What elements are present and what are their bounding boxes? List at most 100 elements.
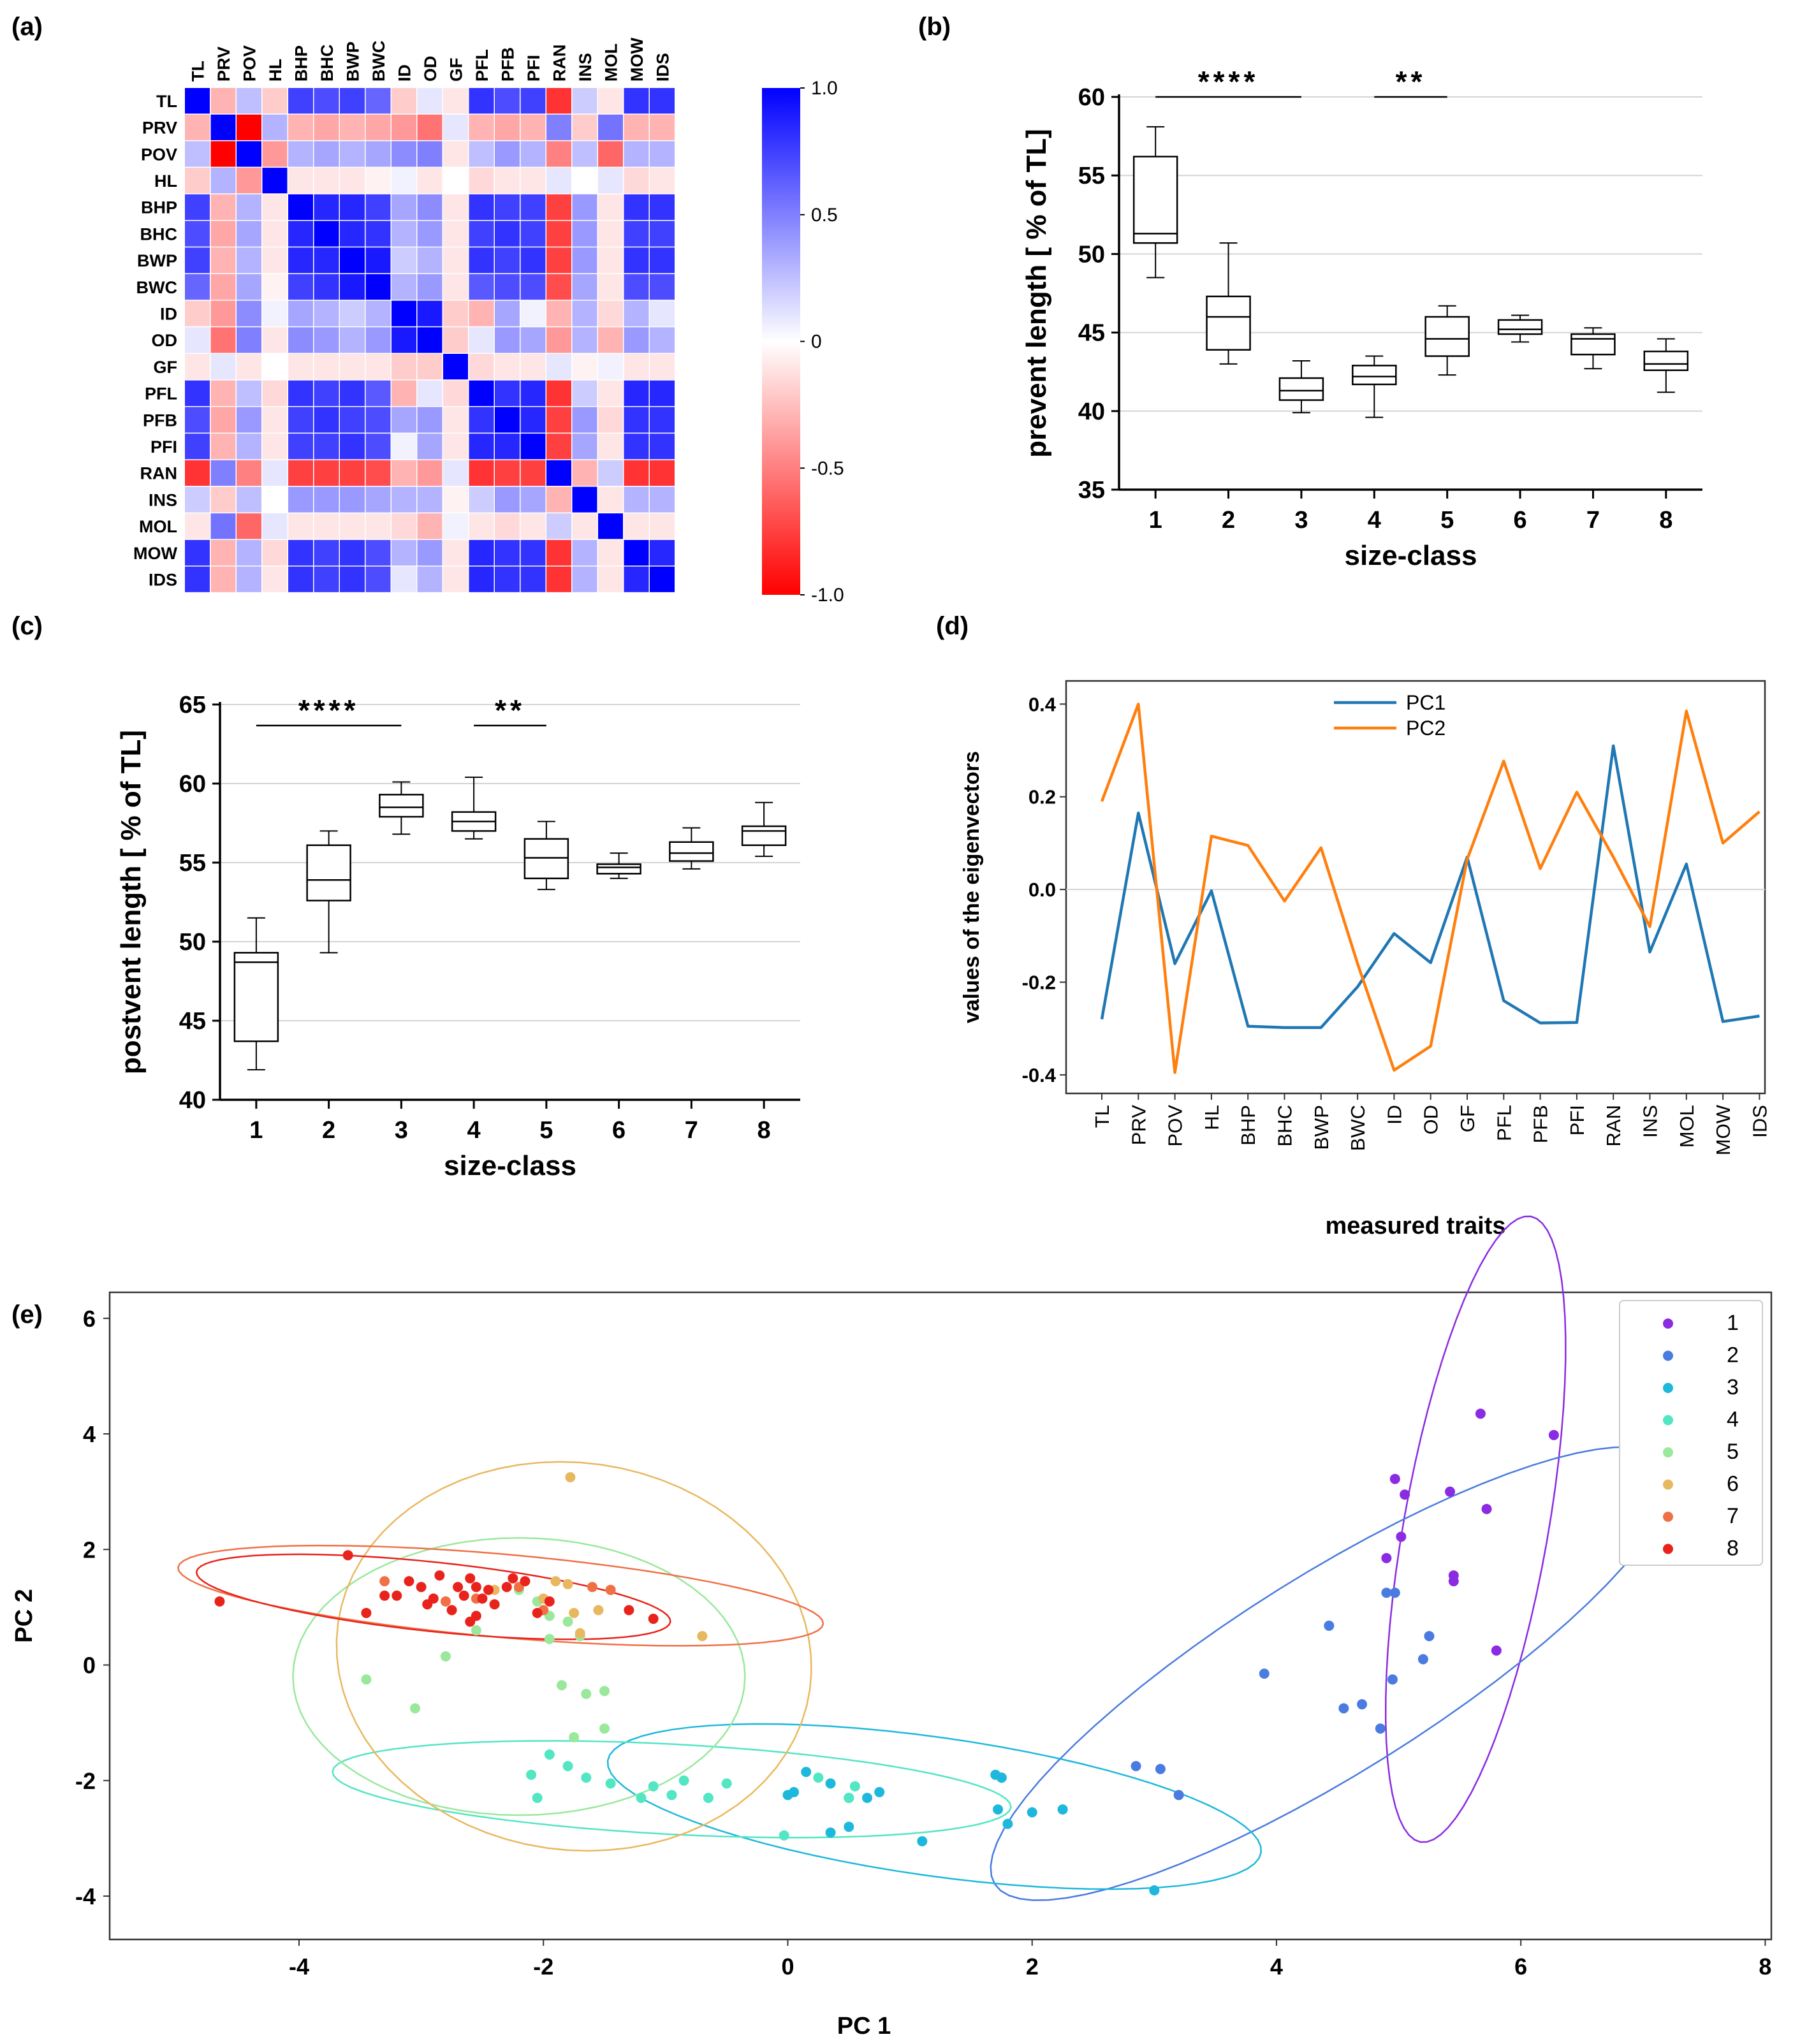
heatmap-row-label: RAN [140, 464, 178, 483]
heatmap-cell [210, 221, 236, 247]
heatmap-row-label: BWP [137, 251, 177, 270]
scatter-point-class-1 [1389, 1473, 1400, 1484]
heatmap-cell [210, 168, 236, 194]
scatter-point-class-8 [544, 1596, 555, 1607]
heatmap-cell [546, 539, 571, 566]
heatmap-cell [495, 300, 520, 326]
scatter-point-class-4 [666, 1790, 677, 1800]
heatmap-row-label: PFL [145, 384, 177, 404]
x-tick-label: 4 [1270, 1953, 1283, 1980]
heatmap-cell [495, 88, 520, 114]
heatmap-cell [650, 380, 675, 406]
heatmap-col-label: GF [446, 58, 465, 82]
heatmap-cell [210, 354, 236, 380]
heatmap-cell [469, 194, 494, 220]
plot-frame [108, 1291, 1773, 1941]
heatmap-cell [469, 566, 494, 592]
scatter-point-class-3 [1149, 1885, 1160, 1895]
heatmap-cell [392, 380, 416, 406]
box-iqr [741, 825, 787, 846]
heatmap-cell [598, 194, 623, 220]
y-tick-label: 50 [1078, 241, 1105, 268]
heatmap-cell [392, 513, 416, 539]
heatmap-cell [598, 407, 623, 433]
y-tick-label: 60 [1078, 84, 1105, 111]
heatmap-cell [650, 407, 675, 433]
y-tick-label: 0 [83, 1653, 96, 1679]
heatmap-cell [520, 460, 546, 486]
x-tick-label: 6 [1514, 1953, 1527, 1980]
scatter-point-class-1 [1396, 1531, 1407, 1542]
legend-label-2: 2 [1727, 1343, 1739, 1368]
x-tick-label: BHP [1237, 1105, 1259, 1146]
box [1352, 355, 1397, 418]
heatmap-cell [598, 114, 623, 140]
heatmap-cell [650, 114, 675, 140]
heatmap-cell [572, 141, 597, 167]
heatmap-cell [598, 300, 623, 326]
heatmap-cell [365, 194, 391, 220]
legend-label-4: 4 [1727, 1408, 1739, 1432]
heatmap-cell [262, 300, 288, 326]
heatmap-cell [392, 247, 416, 274]
y-tick-label: 4 [83, 1421, 96, 1447]
series-line-pc1 [1100, 744, 1760, 1030]
box [306, 830, 351, 954]
heatmap-cell [237, 114, 261, 140]
scatter-point-class-3 [1057, 1804, 1068, 1815]
legend-label-pc1: PC1 [1406, 691, 1445, 714]
heatmap-cell [469, 434, 494, 460]
heatmap-cell [392, 539, 416, 566]
heatmap-cell [185, 194, 210, 220]
heatmap-cell [340, 114, 365, 140]
scatter-point-class-4 [721, 1778, 732, 1789]
heatmap-cell [340, 486, 365, 513]
heatmap-cell [262, 566, 288, 592]
heatmap-cell [650, 300, 675, 326]
heatmap-cell [624, 460, 649, 486]
heatmap-cell [469, 460, 494, 486]
heatmap-cell [546, 168, 571, 194]
y-tick-label: 6 [83, 1306, 96, 1332]
heatmap-cell [650, 221, 675, 247]
heatmap-cell [288, 566, 313, 592]
heatmap-col-label: PFI [524, 55, 543, 82]
scatter-point-class-2 [1424, 1631, 1435, 1642]
heatmap-cell [650, 539, 675, 566]
heatmap-cell [650, 247, 675, 274]
scatter-point-class-2 [1324, 1620, 1335, 1631]
heatmap-cell [495, 434, 520, 460]
heatmap-cell [288, 247, 313, 274]
heatmap-cell [624, 539, 649, 566]
legend-label-7: 7 [1727, 1504, 1739, 1528]
x-tick-label: TL [1091, 1105, 1113, 1128]
heatmap-cell [365, 380, 391, 406]
confidence-ellipse-6 [335, 1461, 812, 1852]
heatmap-cell [443, 434, 468, 460]
heatmap-col-label: PFL [472, 49, 492, 82]
heatmap-cell [262, 407, 288, 433]
heatmap-cell [392, 88, 416, 114]
heatmap-cell [520, 486, 546, 513]
box-iqr [1132, 156, 1178, 244]
x-tick-label: 3 [395, 1117, 408, 1144]
heatmap-cell [546, 221, 571, 247]
heatmap-cell [572, 274, 597, 300]
heatmap-cell [340, 566, 365, 592]
box-iqr [596, 863, 641, 875]
heatmap-cell [340, 221, 365, 247]
heatmap-cell [572, 407, 597, 433]
scatter-point-class-8 [477, 1593, 488, 1604]
heatmap-cell [624, 194, 649, 220]
heatmap-cell [262, 247, 288, 274]
heatmap-cell [520, 434, 546, 460]
heatmap-col-label: MOW [627, 38, 647, 82]
heatmap-cell [392, 407, 416, 433]
box [1424, 305, 1470, 376]
heatmap-cell [185, 407, 210, 433]
heatmap-cell [314, 114, 339, 140]
heatmap-cell [392, 300, 416, 326]
x-tick-label: ID [1383, 1105, 1405, 1125]
heatmap-cell [288, 114, 313, 140]
x-tick-label: PRV [1127, 1105, 1150, 1146]
